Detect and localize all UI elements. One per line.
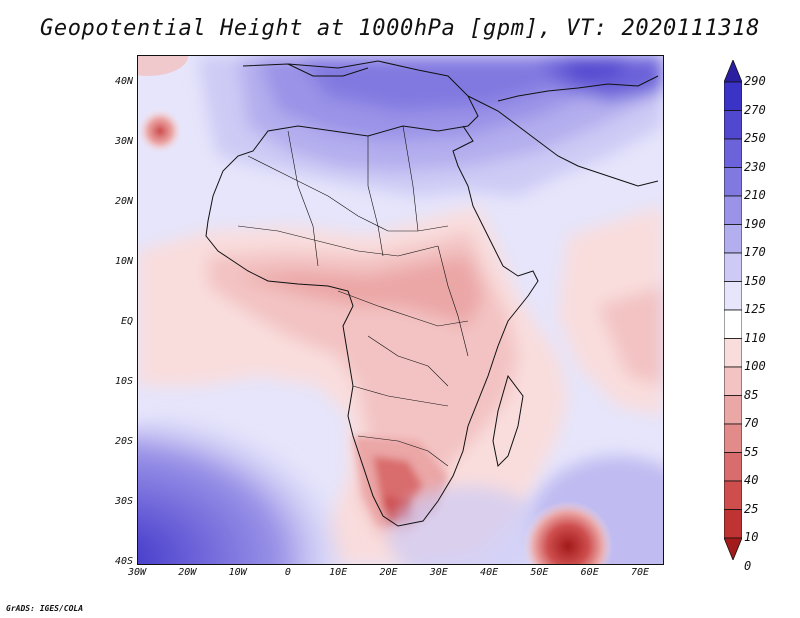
lon-tick-label: 20W: [178, 567, 197, 578]
colorbar-level-label: 230: [744, 159, 766, 174]
lon-tick-label: 10E: [329, 567, 348, 578]
lat-tick-label: EQ: [120, 316, 133, 327]
colorbar-segment: [724, 110, 742, 140]
colorbar-segment: [724, 252, 742, 282]
lat-tick-label: 40N: [114, 76, 133, 87]
grads-credit: GrADS: IGES/COLA: [6, 604, 84, 613]
lon-tick-label: 30W: [127, 567, 147, 578]
colorbar-segment: [724, 338, 742, 368]
colorbar-segment: [724, 60, 742, 83]
colorbar-segment: [724, 195, 742, 225]
lon-tick-label: 20E: [379, 567, 398, 578]
lon-tick-label: 70E: [630, 567, 650, 578]
colorbar-level-label: 25: [744, 501, 759, 516]
colorbar-segment: [724, 537, 742, 560]
colorbar-segment: [724, 423, 742, 453]
colorbar-level-label: 270: [744, 102, 766, 117]
lon-tick-label: 0: [284, 567, 291, 578]
colorbar-segment: [724, 81, 742, 111]
colorbar-segment: [724, 138, 742, 168]
colorbar-level-label: 110: [744, 330, 766, 345]
north-high-band: [198, 56, 663, 196]
colorbar-level-label: 210: [744, 188, 766, 202]
lat-tick-label: 10N: [114, 256, 133, 267]
lon-tick-label: 10W: [228, 567, 247, 578]
lon-tick-label: 50E: [530, 567, 549, 578]
colorbar: [724, 60, 742, 560]
south-atlantic-high: [138, 416, 368, 564]
north-atlantic-low: [138, 56, 188, 76]
lat-tick-label: 20N: [114, 196, 133, 207]
colorbar-level-label: 100: [744, 359, 766, 373]
lat-tick-label: 10S: [114, 376, 133, 387]
colorbar-segment: [724, 309, 742, 339]
lon-tick-label: 30E: [429, 567, 448, 578]
lon-tick-label: 40E: [480, 567, 499, 578]
chart-title: Geopotential Height at 1000hPa [gpm], VT…: [40, 16, 760, 41]
colorbar-level-label: 190: [744, 216, 766, 231]
map-canvas: [138, 56, 663, 564]
lat-tick-label: 30S: [114, 496, 133, 507]
colorbar-segment: [724, 224, 742, 254]
lat-tick-label: 30N: [114, 136, 133, 147]
colorbar-level-label: 10: [744, 530, 759, 544]
colorbar-segment: [724, 366, 742, 396]
indian-ocean-low: [558, 206, 663, 416]
colorbar-level-label: 40: [744, 473, 759, 487]
colorbar-level-label: 55: [744, 444, 759, 459]
colorbar-level-label: 290: [744, 74, 766, 88]
indian-ocean-deep-low: [523, 501, 613, 564]
colorbar-segment: [724, 167, 742, 197]
colorbar-level-label: 0: [744, 558, 752, 573]
map-panel: [137, 55, 664, 565]
colorbar-level-label: 70: [744, 416, 759, 430]
colorbar-segment: [724, 281, 742, 311]
lon-tick-label: 60E: [580, 567, 599, 578]
colorbar-level-label: 170: [744, 245, 766, 259]
colorbar-segment: [724, 452, 742, 482]
lat-tick-label: 40S: [114, 556, 133, 567]
lat-tick-label: 20S: [114, 436, 133, 447]
colorbar-level-label: 250: [744, 131, 766, 145]
colorbar-level-label: 125: [744, 302, 766, 316]
colorbar-segment: [724, 395, 742, 425]
colorbar-level-label: 150: [744, 273, 766, 288]
colorbar-segment: [724, 480, 742, 510]
atlantic-low-spot: [138, 109, 182, 153]
country-borders: [237, 125, 469, 467]
colorbar-segment: [724, 509, 742, 539]
colorbar-level-label: 85: [744, 387, 759, 402]
